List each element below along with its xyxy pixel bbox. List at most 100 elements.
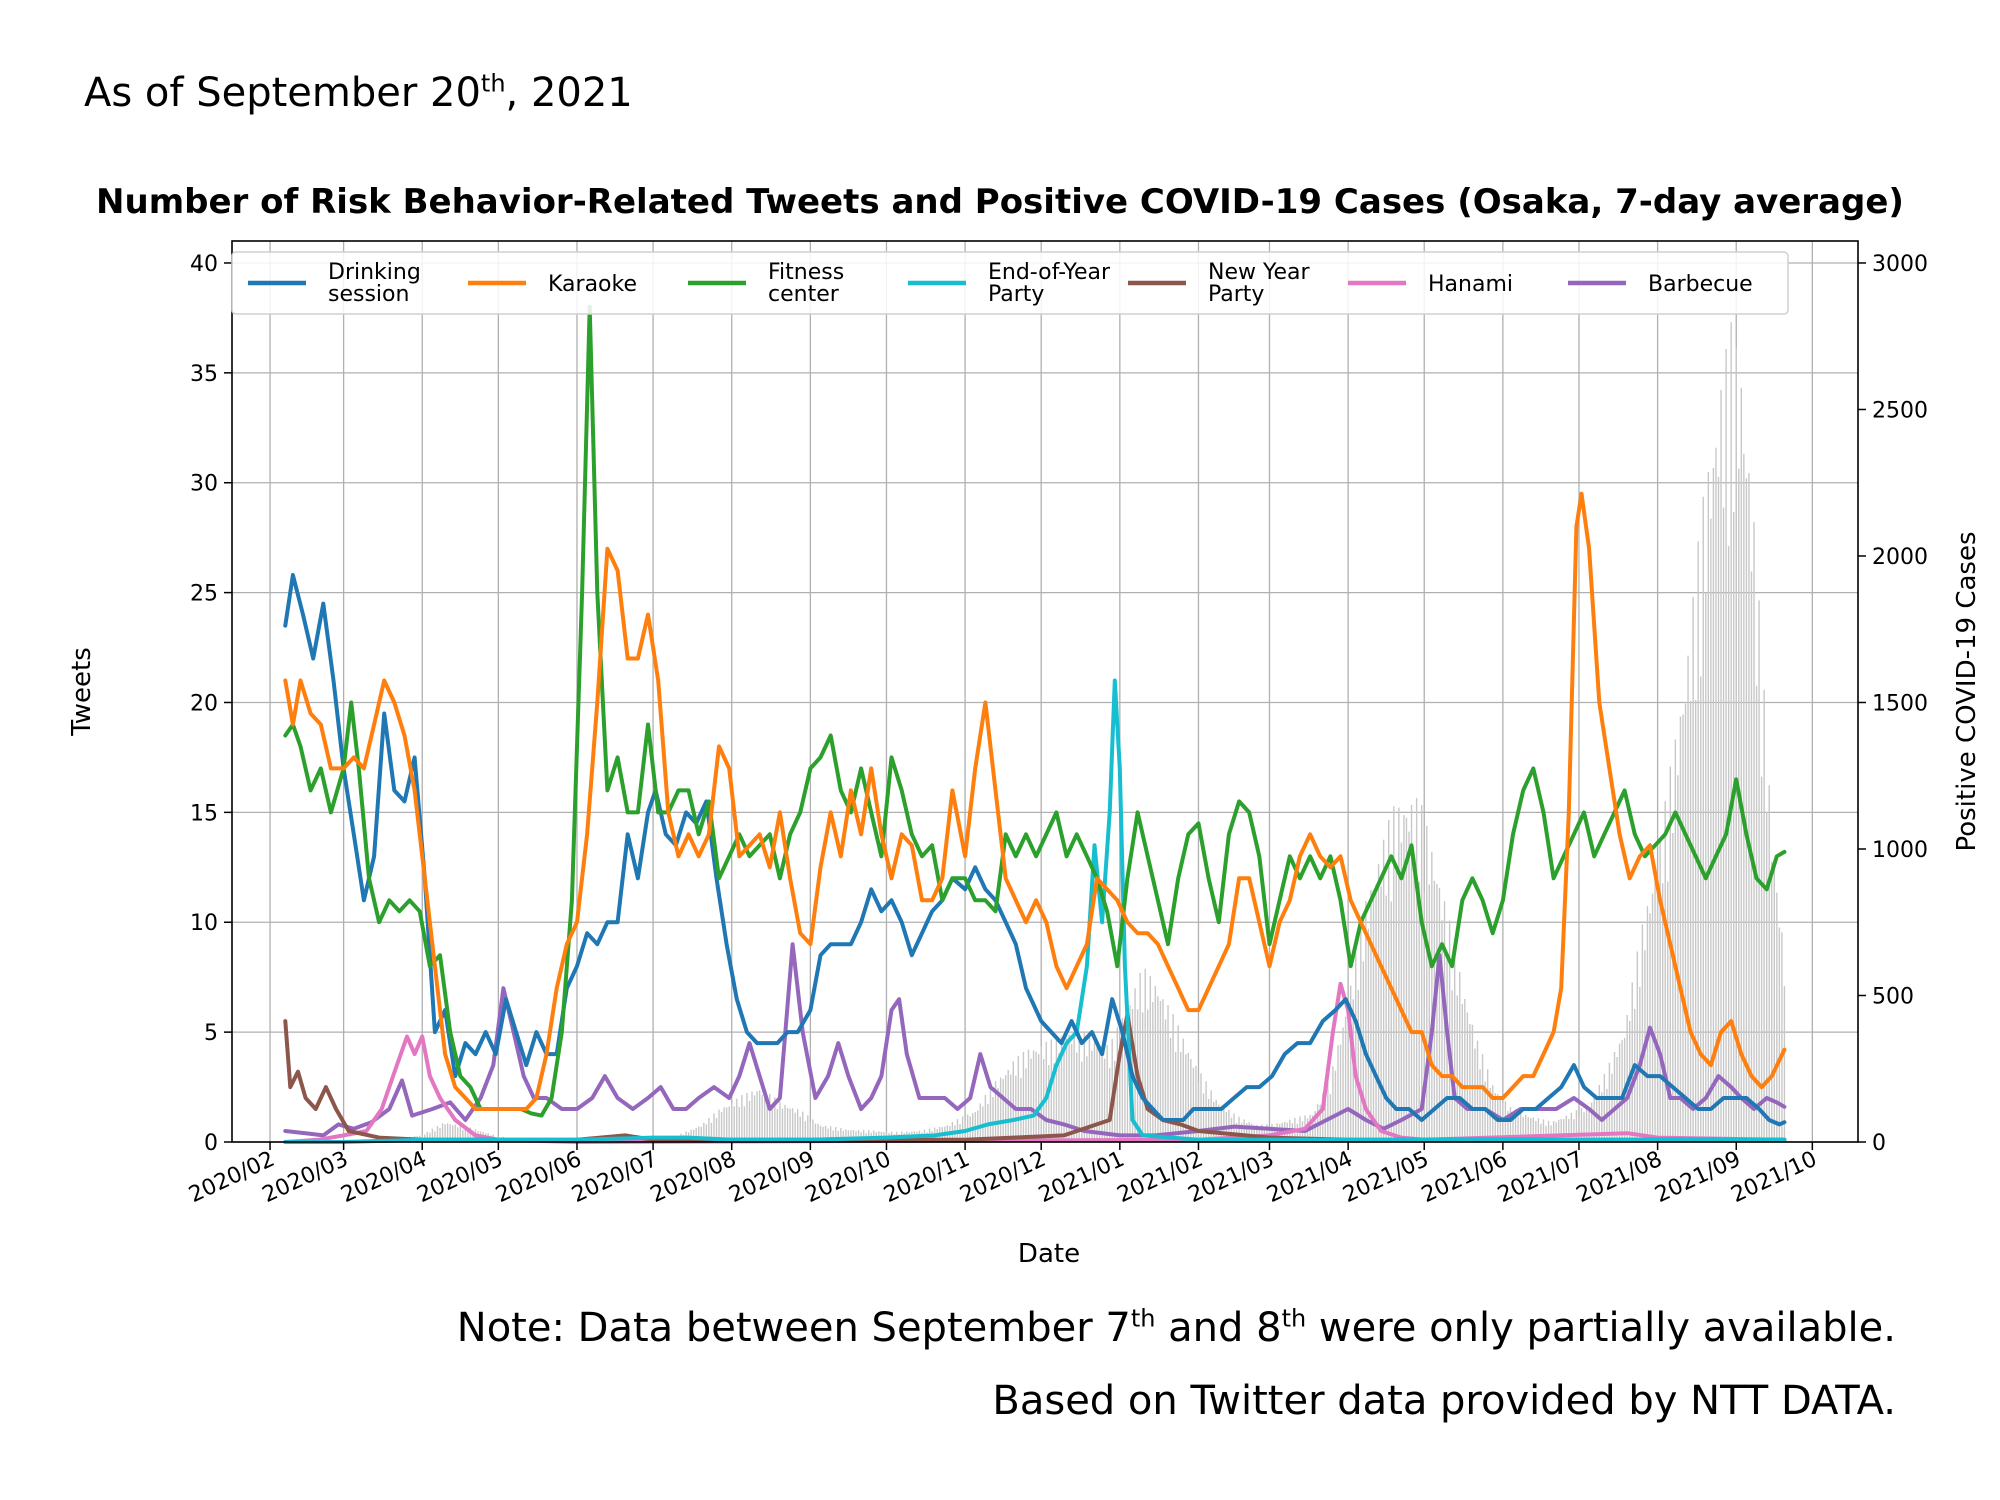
case-bar xyxy=(1159,1000,1162,1142)
case-bar xyxy=(1215,1099,1217,1142)
case-bar xyxy=(748,1100,751,1142)
case-bar xyxy=(1149,976,1151,1142)
case-bar xyxy=(1758,600,1760,1142)
case-bar xyxy=(1484,1081,1486,1142)
case-bar xyxy=(809,1122,812,1142)
case-bar xyxy=(1555,1122,1557,1142)
y-tick-label: 30 xyxy=(190,472,218,497)
case-bar xyxy=(994,1081,997,1142)
case-bar xyxy=(1370,890,1372,1142)
case-bar xyxy=(1596,1096,1598,1142)
case-bar xyxy=(725,1107,728,1142)
case-bar xyxy=(1689,700,1692,1142)
case-bar xyxy=(1035,1051,1037,1142)
y-tick-label: 35 xyxy=(190,362,218,387)
case-bar xyxy=(1580,1108,1583,1142)
x-tick-label: 2020/07 xyxy=(568,1147,661,1208)
case-bar xyxy=(1025,1068,1027,1142)
y-tick-label: 25 xyxy=(190,582,218,607)
case-bar xyxy=(1773,865,1775,1142)
case-bar xyxy=(1210,1090,1212,1142)
x-tick-label: 2020/05 xyxy=(413,1147,506,1208)
case-bar xyxy=(1243,1119,1245,1142)
x-tick-label: 2020/04 xyxy=(337,1147,430,1208)
case-bar xyxy=(462,1129,464,1142)
case-bar xyxy=(1349,985,1352,1142)
case-bar xyxy=(1535,1120,1537,1142)
case-bar xyxy=(1565,1115,1567,1142)
y2-axis-title: Positive COVID-19 Cases xyxy=(1952,531,1982,851)
case-bar xyxy=(1192,1067,1195,1142)
case-bar xyxy=(1651,893,1654,1142)
case-bar xyxy=(1037,1054,1040,1142)
case-bar xyxy=(1070,1043,1073,1142)
case-bar xyxy=(1603,1073,1606,1142)
x-tick-label: 2020/09 xyxy=(725,1147,818,1208)
case-bar xyxy=(731,1102,733,1142)
case-bar xyxy=(449,1124,451,1142)
case-bar xyxy=(1078,1031,1080,1142)
series-line-new-year-party xyxy=(283,1012,1787,1142)
case-bar xyxy=(1448,920,1451,1142)
case-bar xyxy=(1684,703,1687,1142)
case-bar xyxy=(1537,1118,1540,1142)
case-bar xyxy=(758,1090,761,1142)
case-bar xyxy=(1740,387,1743,1142)
case-bar xyxy=(842,1130,845,1142)
case-bar xyxy=(1081,1061,1083,1142)
case-bar xyxy=(738,1106,741,1142)
case-bar xyxy=(1322,1093,1324,1142)
case-bar xyxy=(804,1121,806,1142)
case-bar xyxy=(1408,831,1410,1142)
case-bar xyxy=(1091,1050,1093,1142)
case-bar xyxy=(1147,1009,1149,1142)
case-bar xyxy=(1344,1016,1347,1142)
case-bar xyxy=(705,1124,708,1142)
legend-label-hanami: Hanami xyxy=(1428,272,1513,297)
case-bar xyxy=(1514,1109,1517,1142)
case-bar xyxy=(1385,895,1387,1142)
case-bar xyxy=(1382,839,1385,1142)
case-bar xyxy=(715,1117,718,1142)
legend-label-fitness-center: Fitness center xyxy=(768,260,844,307)
case-bar xyxy=(774,1097,776,1142)
case-bar xyxy=(1755,685,1758,1142)
case-bar xyxy=(439,1127,441,1142)
case-bar xyxy=(1436,883,1438,1142)
x-tick-label: 2021/10 xyxy=(1727,1147,1820,1208)
y-axis-title: Tweets xyxy=(67,647,97,737)
case-bar xyxy=(761,1094,763,1142)
case-bar xyxy=(1106,1045,1108,1142)
case-bar xyxy=(436,1125,439,1142)
case-bar xyxy=(454,1124,456,1142)
case-bar xyxy=(1010,1074,1012,1142)
case-bar xyxy=(1656,887,1659,1142)
legend-label-new-year-party: New Year Party xyxy=(1208,260,1311,307)
case-bar xyxy=(1032,1050,1035,1142)
case-bar xyxy=(1575,1110,1578,1142)
case-bar xyxy=(1710,518,1712,1142)
case-bar xyxy=(434,1131,436,1142)
x-tick-label: 2020/08 xyxy=(647,1147,740,1208)
case-bar xyxy=(1017,1055,1020,1142)
note-part-c: were only partially available. xyxy=(1306,1305,1896,1351)
plot-area-background xyxy=(232,241,1858,1142)
case-bar xyxy=(1783,986,1786,1142)
case-bar xyxy=(961,1116,964,1142)
case-bar xyxy=(1748,472,1750,1142)
case-bar xyxy=(1778,927,1781,1142)
case-bar xyxy=(1096,1047,1098,1142)
case-bar xyxy=(791,1108,794,1142)
case-bar xyxy=(1398,807,1400,1142)
case-bar xyxy=(1641,924,1644,1142)
case-bar xyxy=(1611,1073,1613,1142)
y2-tick-label: 1000 xyxy=(1872,838,1928,863)
case-bar xyxy=(741,1095,743,1142)
case-bar xyxy=(829,1126,832,1142)
case-bar xyxy=(1076,1052,1078,1142)
case-bar xyxy=(1646,906,1649,1142)
case-bar xyxy=(1007,1069,1009,1142)
case-bar xyxy=(1332,1066,1334,1142)
case-bar xyxy=(1745,478,1748,1143)
